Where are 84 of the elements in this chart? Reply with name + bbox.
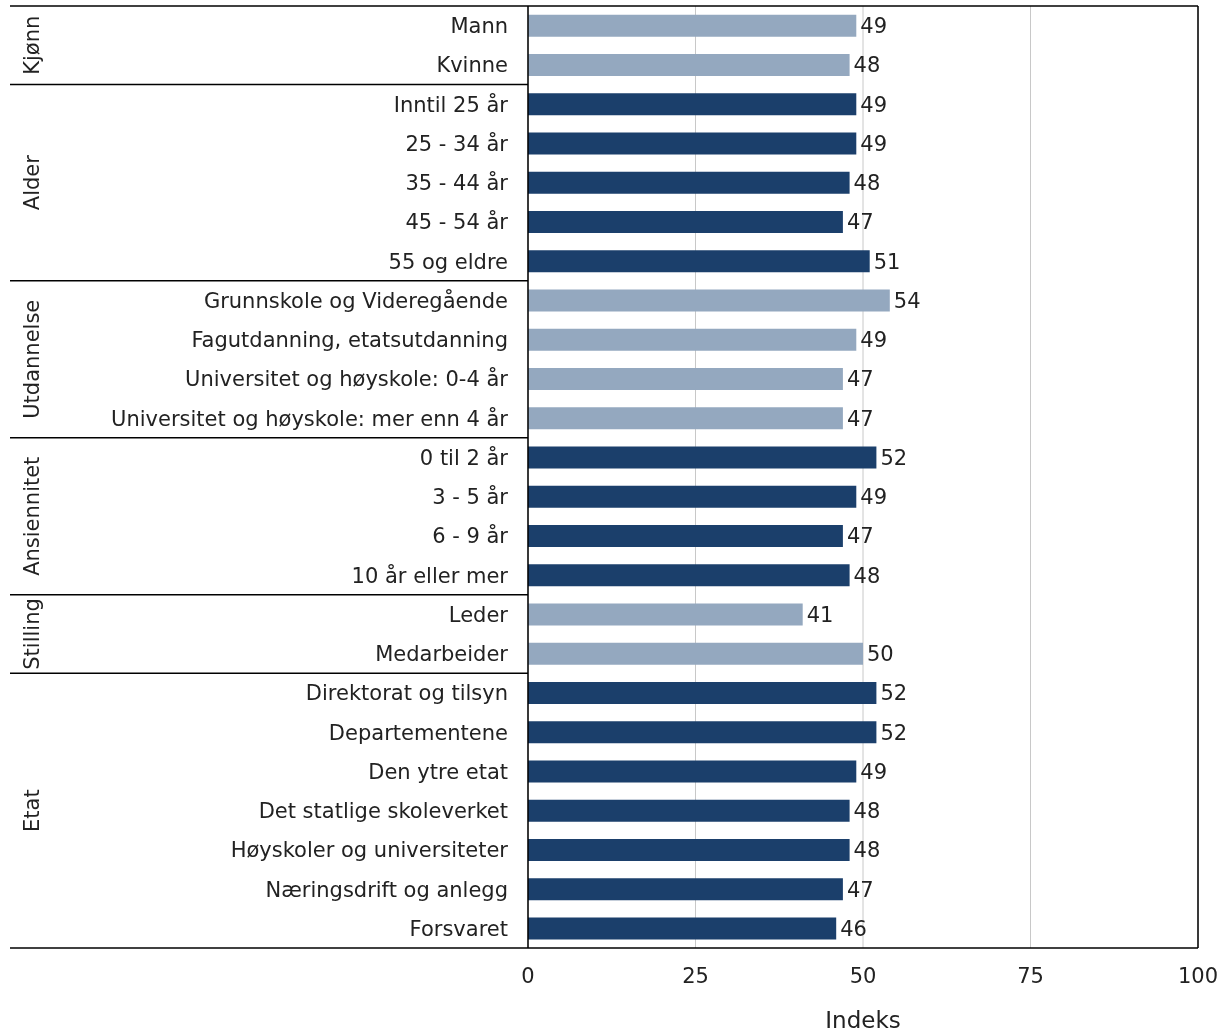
bar xyxy=(528,53,850,76)
y-tick-label: Mann xyxy=(450,14,508,39)
bar xyxy=(528,171,850,194)
y-tick-label: Direktorat og tilsyn xyxy=(305,681,508,706)
bar xyxy=(528,367,843,390)
data-label: 46 xyxy=(840,916,867,941)
y-tick-label: Inntil 25 år xyxy=(393,91,509,117)
data-label: 47 xyxy=(846,406,874,431)
bar xyxy=(528,603,803,626)
data-label: 47 xyxy=(846,877,874,902)
data-label: 49 xyxy=(860,485,888,510)
bar xyxy=(528,838,850,861)
data-label: 49 xyxy=(860,14,888,39)
data-label: 54 xyxy=(893,288,921,313)
y-tick-label: Det statlige skoleverket xyxy=(258,799,508,824)
data-label: 47 xyxy=(846,367,874,392)
bar xyxy=(528,14,857,37)
y-tick-label: Fagutdanning, etatsutdanning xyxy=(191,328,508,353)
bar xyxy=(528,485,857,508)
text: Stilling xyxy=(20,598,44,670)
x-tick-label: 50 xyxy=(849,963,877,988)
x-axis-title: Indeks xyxy=(825,1007,901,1028)
y-tick-label: Departementene xyxy=(328,720,508,745)
y-tick-label: Leder xyxy=(448,602,509,627)
text: Ansiennitet xyxy=(20,456,44,576)
bar xyxy=(528,289,890,312)
y-tick-label: 0 til 2 år xyxy=(419,444,509,470)
y-tick-label: 6 - 9 år xyxy=(432,523,509,549)
x-tick-label: 75 xyxy=(1017,963,1044,988)
data-label: 52 xyxy=(880,681,908,706)
y-tick-label: Den ytre etat xyxy=(368,759,508,784)
y-tick-label: 10 år eller mer xyxy=(351,562,509,588)
data-label: 49 xyxy=(860,759,888,784)
bar xyxy=(528,564,850,587)
bar xyxy=(528,681,877,704)
text: Kjønn xyxy=(20,15,44,75)
text: Alder xyxy=(20,154,44,211)
data-label: 50 xyxy=(867,642,894,667)
y-tick-label: Universitet og høyskole: 0-4 år xyxy=(185,366,509,392)
text: Etat xyxy=(20,789,44,832)
data-label: 52 xyxy=(880,720,908,745)
bar xyxy=(528,760,857,783)
y-tick-label: Universitet og høyskole: mer enn 4 år xyxy=(111,405,509,431)
data-label: 47 xyxy=(846,210,874,235)
data-label: 48 xyxy=(853,563,881,588)
bar xyxy=(528,799,850,822)
bar xyxy=(528,93,857,116)
data-label: 48 xyxy=(853,171,881,196)
data-label: 51 xyxy=(873,249,901,274)
bar xyxy=(528,132,857,155)
bar xyxy=(528,917,837,940)
data-label: 49 xyxy=(860,328,888,353)
y-tick-label: 25 - 34 år xyxy=(405,130,509,156)
y-tick-label: Høyskoler og universiteter xyxy=(230,838,509,863)
y-tick-label: 3 - 5 år xyxy=(432,484,509,510)
data-label: 49 xyxy=(860,131,888,156)
bar xyxy=(528,642,863,665)
y-tick-label: Forsvaret xyxy=(409,916,508,941)
data-label: 41 xyxy=(806,602,834,627)
data-label: 48 xyxy=(853,799,881,824)
y-tick-label: 35 - 44 år xyxy=(405,170,509,196)
data-label: 49 xyxy=(860,92,888,117)
bar xyxy=(528,446,877,469)
bar xyxy=(528,878,843,901)
bar xyxy=(528,210,843,233)
data-label: 48 xyxy=(853,53,881,78)
bar xyxy=(528,250,870,273)
bar xyxy=(528,407,843,430)
x-tick-label: 100 xyxy=(1177,963,1219,988)
y-tick-label: Næringsdrift og anlegg xyxy=(265,877,508,902)
y-tick-label: Kvinne xyxy=(436,53,508,78)
y-tick-label: 55 og eldre xyxy=(388,249,508,274)
data-label: 52 xyxy=(880,445,908,470)
y-tick-label: Grunnskole og Videregående xyxy=(203,287,508,313)
y-tick-label: Medarbeider xyxy=(375,642,509,667)
data-label: 48 xyxy=(853,838,881,863)
y-tick-label: 45 - 54 år xyxy=(405,209,509,235)
data-label: 47 xyxy=(846,524,874,549)
x-tick-label: 0 xyxy=(521,963,535,988)
bar xyxy=(528,721,877,744)
x-tick-label: 25 xyxy=(682,963,709,988)
bar xyxy=(528,328,857,351)
text: Utdannelse xyxy=(20,299,44,419)
bar xyxy=(528,524,843,547)
